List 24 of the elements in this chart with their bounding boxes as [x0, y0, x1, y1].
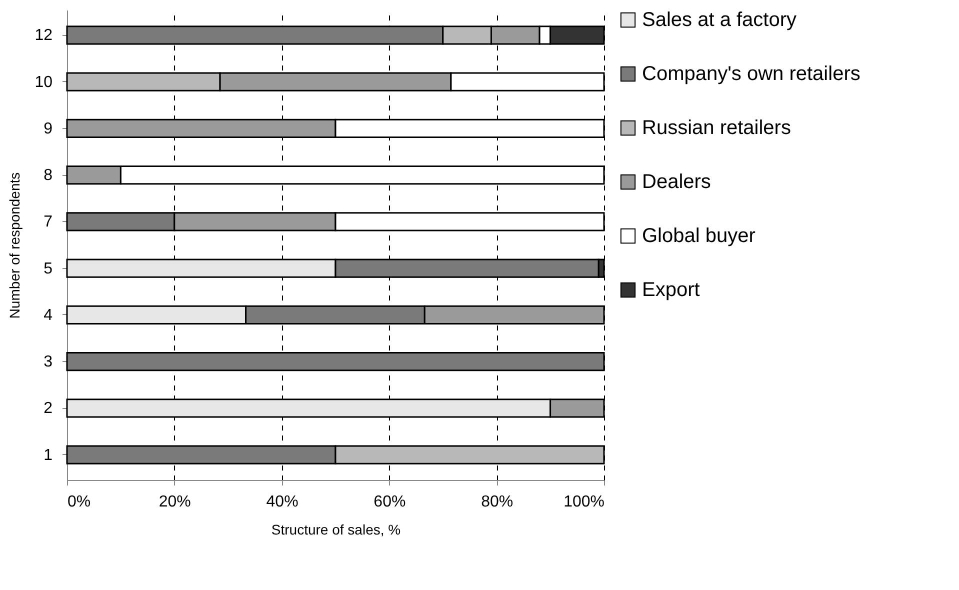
y-tick-label: 9	[44, 120, 53, 138]
x-axis-title: Structure of sales, %	[271, 522, 401, 538]
y-tick-label: 4	[44, 306, 53, 324]
legend-label: Export	[642, 279, 700, 301]
y-tick-label: 12	[34, 27, 53, 44]
legend-label: Global buyer	[642, 225, 756, 247]
legend-label: Dealers	[642, 171, 711, 193]
y-tick-label: 2	[44, 400, 53, 418]
x-tick-label: 20%	[158, 494, 191, 510]
y-tick-label: 8	[44, 167, 53, 184]
x-tick-label: 60%	[374, 494, 406, 510]
x-tick-label: 0%	[68, 494, 91, 510]
legend-label: Sales at a factory	[642, 9, 797, 31]
x-tick-label: 40%	[266, 494, 298, 510]
y-tick-label: 5	[44, 260, 53, 278]
y-tick-label: 1	[44, 446, 53, 464]
y-tick-label: 10	[34, 74, 53, 91]
y-tick-label: 7	[44, 214, 53, 231]
x-tick-label: 100%	[564, 494, 604, 510]
x-tick-label: 80%	[481, 494, 514, 510]
legend-label: Company's own retailers	[642, 63, 860, 85]
y-axis-title: Number of respondents	[6, 172, 23, 319]
y-tick-label: 3	[44, 354, 53, 371]
legend-label: Russian retailers	[642, 117, 791, 139]
